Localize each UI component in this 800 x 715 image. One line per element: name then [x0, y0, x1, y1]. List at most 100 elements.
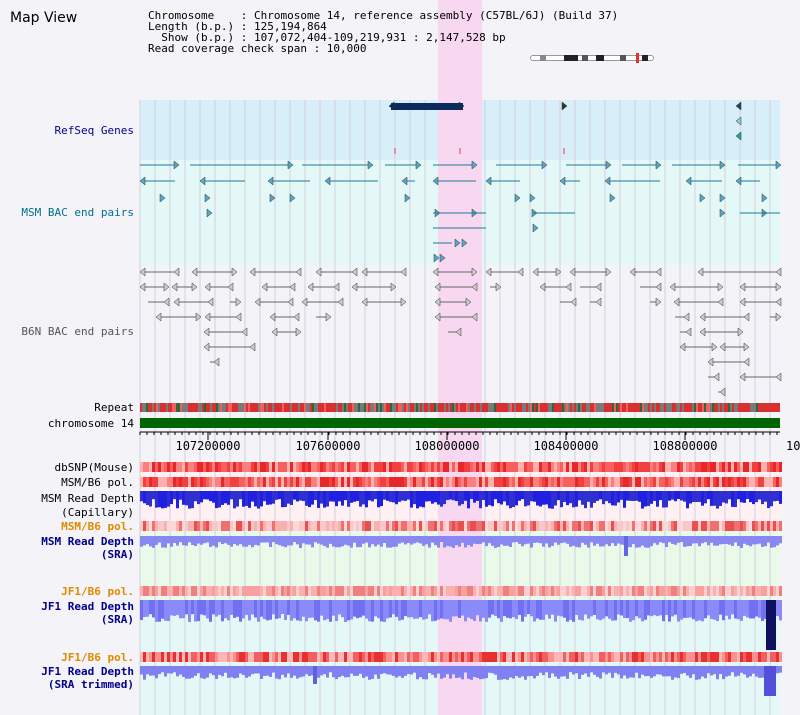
bac-end-icon[interactable]	[739, 297, 746, 307]
bac-end-icon[interactable]	[434, 297, 441, 307]
msm-b6-pol-sra-label[interactable]: MSM/B6 pol.	[61, 520, 134, 533]
b6n-bac-end-pairs-label[interactable]: B6N BAC end pairs	[21, 325, 134, 338]
bac-end-icon[interactable]	[401, 176, 408, 186]
bac-end-icon[interactable]	[231, 267, 238, 277]
bac-end-icon[interactable]	[697, 267, 704, 277]
bac-end-icon[interactable]	[454, 238, 461, 248]
bac-end-icon[interactable]	[139, 282, 146, 292]
bac-end-icon[interactable]	[673, 297, 680, 307]
bac-end-icon[interactable]	[390, 282, 397, 292]
bac-end-icon[interactable]	[434, 282, 441, 292]
bac-end-icon[interactable]	[159, 193, 166, 203]
bac-end-icon[interactable]	[737, 327, 744, 337]
bac-end-icon[interactable]	[361, 297, 368, 307]
bac-end-icon[interactable]	[669, 282, 676, 292]
bac-end-icon[interactable]	[139, 267, 146, 277]
bac-end-icon[interactable]	[261, 282, 268, 292]
bac-end-icon[interactable]	[269, 193, 276, 203]
bac-end-icon[interactable]	[204, 193, 211, 203]
bac-end-icon[interactable]	[367, 160, 374, 170]
bac-end-icon[interactable]	[269, 312, 276, 322]
bac-end-icon[interactable]	[235, 312, 242, 322]
bac-end-icon[interactable]	[227, 282, 234, 292]
refseq-gene-arrow-icon[interactable]	[735, 131, 742, 141]
refseq-gene-arrow-icon[interactable]	[458, 101, 465, 111]
bac-end-icon[interactable]	[267, 176, 274, 186]
bac-end-icon[interactable]	[739, 282, 746, 292]
bac-end-icon[interactable]	[471, 160, 478, 170]
bac-end-icon[interactable]	[699, 312, 706, 322]
bac-end-icon[interactable]	[155, 312, 162, 322]
bac-end-icon[interactable]	[324, 176, 331, 186]
bac-end-icon[interactable]	[207, 297, 214, 307]
bac-end-icon[interactable]	[271, 327, 278, 337]
bac-end-icon[interactable]	[295, 327, 302, 337]
jf1-read-depth-trimmed-label[interactable]: JF1 Read Depth (SRA trimmed)	[0, 666, 134, 690]
bac-end-icon[interactable]	[713, 372, 720, 382]
bac-end-icon[interactable]	[400, 297, 407, 307]
bac-end-icon[interactable]	[204, 282, 211, 292]
bac-end-icon[interactable]	[432, 176, 439, 186]
msm-bac-end-pairs-label[interactable]: MSM BAC end pairs	[21, 206, 134, 219]
bac-end-icon[interactable]	[685, 327, 692, 337]
refseq-gene-arrow-icon[interactable]	[388, 101, 395, 111]
bac-end-icon[interactable]	[595, 282, 602, 292]
msm-read-depth-capillary-label[interactable]: MSM Read Depth (Capillary)	[0, 493, 134, 518]
bac-end-icon[interactable]	[295, 267, 302, 277]
bac-end-icon[interactable]	[743, 342, 750, 352]
bac-end-icon[interactable]	[465, 297, 472, 307]
bac-end-icon[interactable]	[699, 193, 706, 203]
msm-b6-pol-label[interactable]: MSM/B6 pol.	[61, 476, 134, 489]
bac-end-icon[interactable]	[173, 297, 180, 307]
bac-end-icon[interactable]	[400, 267, 407, 277]
refseq-genes-label[interactable]: RefSeq Genes	[54, 124, 134, 137]
bac-end-icon[interactable]	[775, 267, 782, 277]
bac-end-icon[interactable]	[213, 357, 220, 367]
bac-end-icon[interactable]	[532, 267, 539, 277]
bac-end-icon[interactable]	[605, 267, 612, 277]
bac-end-icon[interactable]	[775, 297, 782, 307]
bac-end-icon[interactable]	[699, 327, 706, 337]
bac-end-icon[interactable]	[171, 282, 178, 292]
bac-end-icon[interactable]	[739, 372, 746, 382]
bac-end-icon[interactable]	[254, 297, 261, 307]
chromosome-ideogram[interactable]	[530, 53, 654, 63]
bac-end-icon[interactable]	[325, 312, 332, 322]
bac-end-icon[interactable]	[241, 327, 248, 337]
bac-end-icon[interactable]	[191, 282, 198, 292]
bac-end-icon[interactable]	[235, 297, 242, 307]
bac-end-icon[interactable]	[735, 176, 742, 186]
bac-end-icon[interactable]	[629, 267, 636, 277]
bac-end-icon[interactable]	[719, 387, 726, 397]
jf1-b6-pol-label[interactable]: JF1/B6 pol.	[61, 585, 134, 598]
bac-end-icon[interactable]	[249, 267, 256, 277]
bac-end-icon[interactable]	[604, 176, 611, 186]
bac-end-icon[interactable]	[315, 267, 322, 277]
bac-end-icon[interactable]	[529, 193, 536, 203]
bac-end-icon[interactable]	[471, 282, 478, 292]
bac-end-icon[interactable]	[559, 176, 566, 186]
bac-end-icon[interactable]	[455, 327, 462, 337]
bac-end-icon[interactable]	[655, 267, 662, 277]
refseq-gene-arrow-icon[interactable]	[735, 116, 742, 126]
bac-end-icon[interactable]	[199, 176, 206, 186]
refseq-gene-arrow-icon[interactable]	[561, 101, 568, 111]
bac-end-icon[interactable]	[719, 208, 726, 218]
bac-end-icon[interactable]	[679, 342, 686, 352]
bac-end-icon[interactable]	[717, 282, 724, 292]
bac-end-icon[interactable]	[775, 282, 782, 292]
bac-end-icon[interactable]	[163, 297, 170, 307]
bac-end-icon[interactable]	[301, 297, 308, 307]
bac-end-icon[interactable]	[719, 193, 726, 203]
bac-end-icon[interactable]	[432, 267, 439, 277]
bac-end-icon[interactable]	[206, 208, 213, 218]
bac-end-icon[interactable]	[595, 297, 602, 307]
bac-end-icon[interactable]	[404, 193, 411, 203]
bac-end-icon[interactable]	[307, 282, 314, 292]
bac-end-icon[interactable]	[289, 282, 296, 292]
bac-end-icon[interactable]	[333, 282, 340, 292]
bac-end-icon[interactable]	[287, 160, 294, 170]
msm-read-depth-sra-label[interactable]: MSM Read Depth (SRA)	[0, 536, 134, 560]
bac-end-icon[interactable]	[495, 282, 502, 292]
bac-end-icon[interactable]	[707, 357, 714, 367]
